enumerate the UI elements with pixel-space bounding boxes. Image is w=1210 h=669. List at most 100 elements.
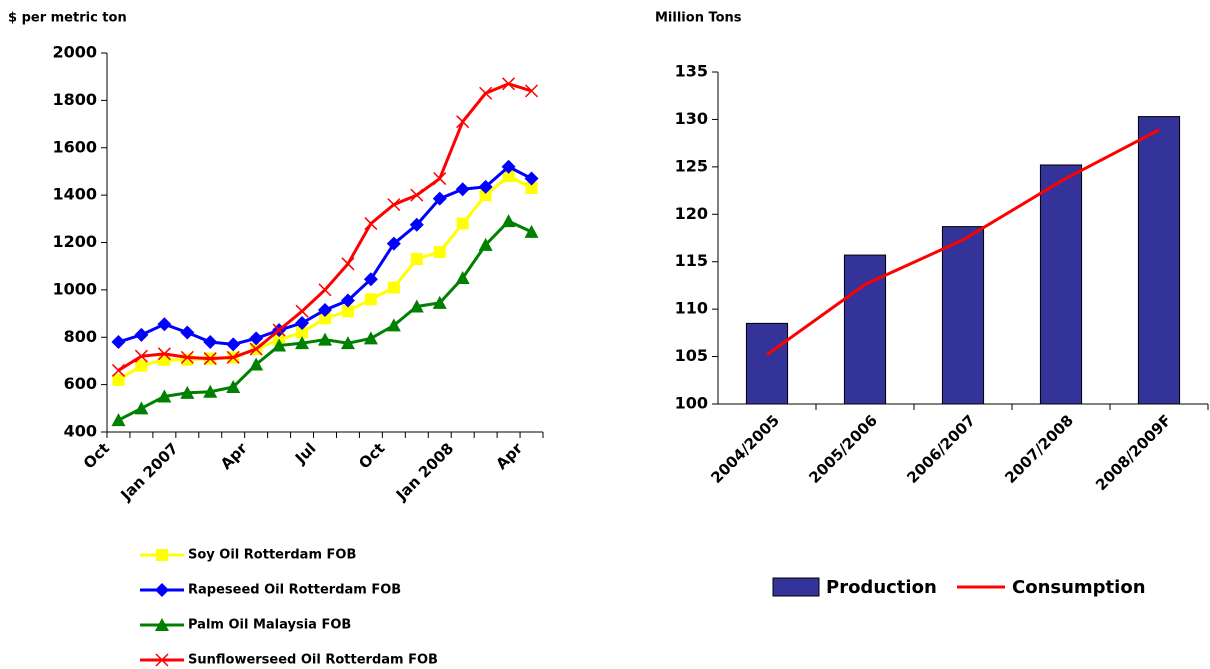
marker — [226, 337, 241, 352]
x-tick-label: Jan 2007 — [117, 439, 182, 504]
marker — [318, 332, 332, 346]
marker — [249, 331, 264, 346]
y-tick-label: 120 — [675, 204, 708, 223]
marker — [479, 86, 493, 100]
marker — [155, 583, 169, 597]
y-axis-label: $ per metric ton — [8, 11, 127, 26]
y-tick-label: 125 — [675, 156, 708, 175]
y-tick-label: 800 — [64, 327, 97, 346]
marker — [433, 245, 446, 258]
y-tick-label: 1000 — [52, 279, 97, 298]
marker — [111, 413, 126, 427]
y-tick-label: 135 — [675, 62, 708, 81]
marker — [409, 217, 424, 232]
y-tick-label: 1400 — [52, 185, 97, 204]
marker — [524, 171, 539, 186]
marker — [155, 618, 169, 631]
marker — [249, 357, 264, 371]
marker — [478, 179, 493, 194]
marker — [272, 338, 287, 352]
marker — [111, 334, 126, 349]
marker — [432, 191, 447, 206]
marker — [524, 224, 539, 238]
bar — [941, 226, 985, 405]
marker — [295, 304, 309, 318]
marker — [226, 350, 240, 364]
marker — [364, 293, 377, 306]
marker — [341, 257, 355, 271]
marker — [134, 401, 149, 415]
marker — [502, 77, 516, 91]
x-tick-label: Apr — [217, 439, 251, 473]
legend-label: Soy Oil Rotterdam FOB — [188, 548, 356, 563]
marker — [296, 326, 309, 339]
bar — [1039, 164, 1083, 405]
series-line — [117, 174, 533, 382]
y-tick-label: 110 — [675, 299, 708, 318]
marker — [409, 299, 424, 313]
legend-label: Rapeseed Oil Rotterdam FOB — [188, 583, 401, 598]
bar — [843, 254, 887, 405]
marker — [455, 271, 470, 285]
marker — [295, 316, 310, 331]
y-axis-label: Million Tons — [655, 11, 742, 26]
marker — [525, 182, 538, 195]
marker — [112, 373, 125, 386]
marker — [157, 347, 171, 361]
y-tick-label: 105 — [675, 346, 708, 365]
marker — [501, 159, 516, 174]
legend-label: Sunflowerseed Oil Rotterdam FOB — [188, 653, 438, 668]
y-tick-label: 100 — [675, 394, 708, 413]
marker — [295, 336, 310, 350]
marker — [501, 214, 516, 228]
marker — [387, 198, 401, 212]
legend-swatch — [772, 577, 820, 597]
marker — [157, 317, 172, 332]
bar — [745, 322, 789, 405]
marker — [455, 182, 470, 197]
marker — [318, 283, 332, 297]
legend-label: Production — [826, 577, 937, 598]
marker — [318, 303, 332, 318]
series-line — [117, 82, 532, 372]
marker — [272, 323, 286, 337]
marker — [203, 352, 217, 366]
marker — [180, 385, 195, 399]
x-tick-label: 2006/2007 — [903, 411, 979, 487]
marker — [478, 237, 493, 251]
marker — [456, 217, 469, 230]
marker — [364, 217, 378, 231]
marker — [111, 363, 126, 377]
y-tick-label: 1600 — [52, 137, 97, 156]
marker — [319, 312, 331, 325]
marker — [387, 281, 400, 294]
x-tick-label: 2005/2006 — [805, 411, 881, 487]
x-tick-label: 2008/2009F — [1092, 411, 1175, 494]
marker — [386, 318, 401, 332]
marker — [157, 389, 172, 403]
marker — [134, 349, 148, 363]
marker — [226, 379, 241, 393]
x-tick-label: Oct — [355, 439, 388, 472]
marker — [340, 336, 355, 350]
marker — [479, 189, 492, 202]
marker — [249, 342, 263, 356]
legend-label: Palm Oil Malaysia FOB — [188, 618, 351, 633]
bar — [1137, 116, 1181, 405]
y-tick-label: 600 — [64, 374, 97, 393]
marker — [135, 359, 148, 372]
marker — [502, 170, 515, 183]
y-tick-label: 130 — [675, 109, 708, 128]
marker — [432, 295, 447, 309]
y-tick-label: 1800 — [52, 90, 97, 109]
legend-label: Consumption — [1012, 577, 1146, 598]
marker — [203, 384, 218, 398]
marker — [456, 115, 470, 129]
marker — [156, 549, 168, 561]
marker — [386, 236, 401, 251]
marker — [410, 253, 423, 266]
x-tick-label: 2004/2005 — [707, 411, 783, 487]
marker — [180, 325, 195, 340]
marker — [340, 293, 355, 308]
